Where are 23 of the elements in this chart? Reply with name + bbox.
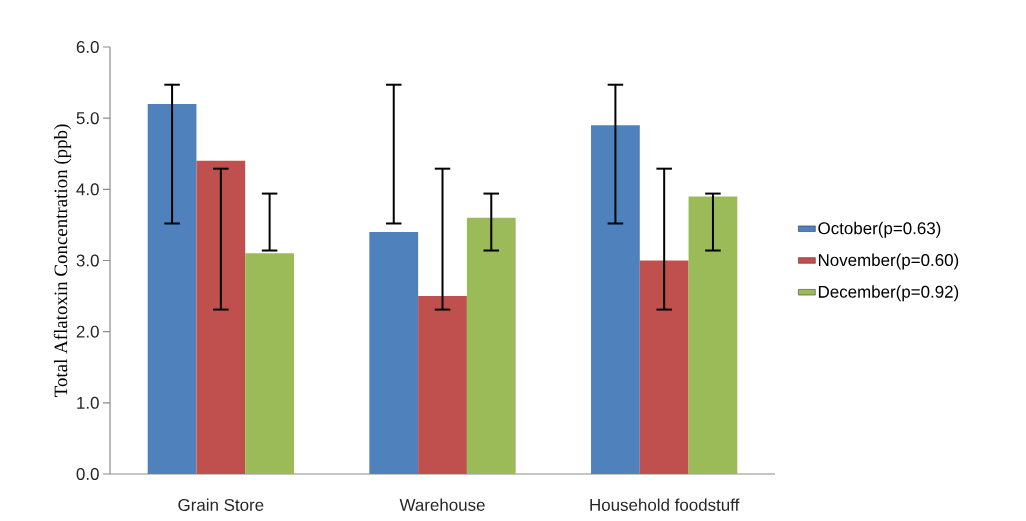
bar bbox=[639, 260, 689, 474]
legend-label: December(p=0.92) bbox=[818, 285, 959, 302]
y-tick-label: 1.0 bbox=[77, 396, 99, 409]
bar bbox=[466, 217, 516, 474]
x-tick-label: Household foodstuff bbox=[590, 498, 740, 511]
bar bbox=[147, 103, 197, 474]
y-tick-label: 0.0 bbox=[76, 467, 99, 480]
bar bbox=[688, 196, 738, 474]
y-tick-label: 3.0 bbox=[76, 254, 99, 267]
y-axis-title: Total Aflatoxin Concentration (ppb) bbox=[53, 124, 72, 397]
bar bbox=[245, 253, 294, 474]
legend-label: November(p=0.60) bbox=[818, 253, 959, 270]
bar bbox=[418, 296, 467, 474]
bar bbox=[369, 232, 419, 474]
x-tick-label: Grain Store bbox=[178, 498, 264, 511]
x-tick-label: Warehouse bbox=[399, 498, 485, 511]
y-tick-label: 4.0 bbox=[76, 183, 99, 196]
bar bbox=[196, 160, 246, 474]
y-tick-label: 6.0 bbox=[76, 40, 99, 53]
bar bbox=[591, 125, 640, 474]
y-tick-label: 5.0 bbox=[76, 112, 99, 125]
y-tick-label: 2.0 bbox=[76, 325, 99, 338]
legend-label: October(p=0.63) bbox=[818, 221, 941, 238]
